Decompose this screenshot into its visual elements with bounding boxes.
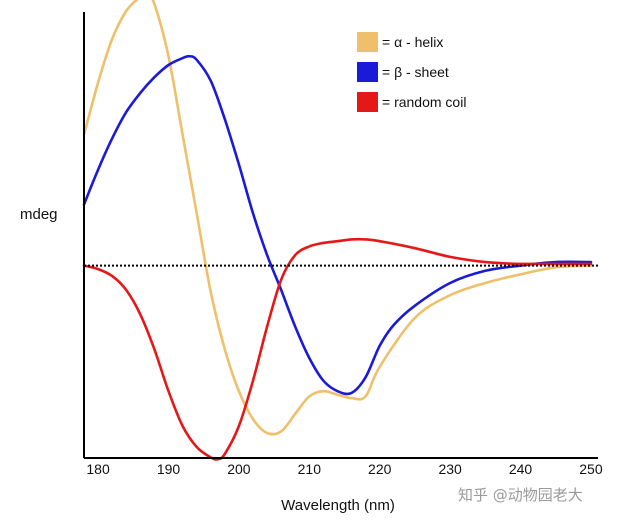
x-tick-labels: 180 190 200 210 220 230 240 250 [86, 461, 602, 477]
watermark-text: 知乎 @动物园老大 [458, 486, 583, 504]
series-line-beta-sheet [82, 54, 593, 396]
legend-swatch-alpha-helix [357, 32, 378, 52]
x-axis-label: Wavelength (nm) [281, 497, 395, 514]
legend-swatch-beta-sheet [357, 62, 378, 82]
x-tick-label-250: 250 [579, 461, 603, 477]
legend-label-alpha-helix: = α - helix [382, 34, 443, 50]
x-tick-label-210: 210 [298, 461, 322, 477]
series-line-random-coil [82, 237, 593, 461]
x-tick-label-230: 230 [438, 461, 462, 477]
legend-swatch-random-coil [357, 92, 378, 112]
legend-label-beta-sheet: = β - sheet [382, 64, 449, 80]
x-tick-label-220: 220 [368, 461, 392, 477]
series-layer [82, 0, 593, 461]
x-tick-label-200: 200 [227, 461, 251, 477]
series-line-alpha-helix [82, 0, 593, 436]
legend-label-random-coil: = random coil [382, 94, 466, 110]
x-tick-label-190: 190 [157, 461, 181, 477]
y-axis-label: mdeg [20, 206, 58, 223]
x-tick-label-180: 180 [86, 461, 110, 477]
x-tick-label-240: 240 [509, 461, 533, 477]
legend: = α - helix = β - sheet = random coil [357, 32, 466, 112]
